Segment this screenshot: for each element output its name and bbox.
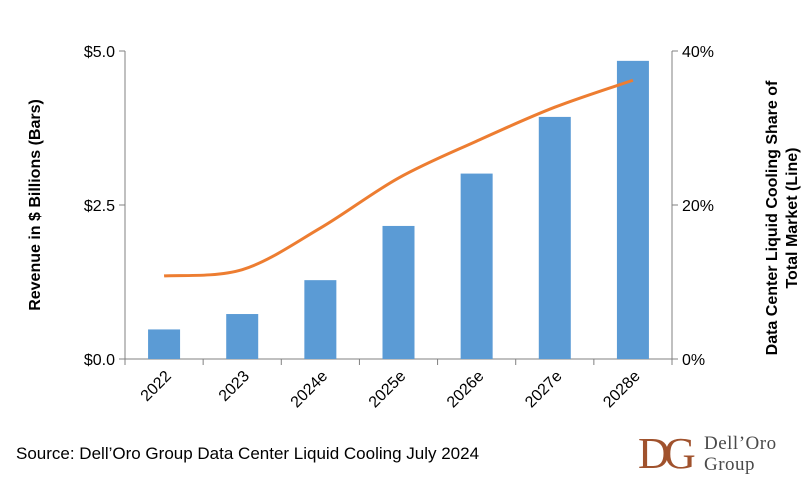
delloro-logo-mark: D G	[638, 429, 696, 478]
bar-2027e	[538, 116, 571, 359]
share-line	[163, 78, 634, 278]
x-tick-label: 2025e	[366, 368, 410, 412]
x-tick-label: 2027e	[522, 368, 566, 412]
x-tick-label: 2028e	[600, 368, 644, 412]
logo-text-line-2: Group	[704, 454, 756, 475]
right-axis-title-line-1: Data Center Liquid Cooling Share of	[764, 80, 781, 355]
bar-2026e	[460, 173, 493, 359]
bar-2023	[226, 314, 259, 359]
x-tick-label: 2024e	[288, 368, 332, 412]
right-tick-label: 20%	[682, 198, 714, 215]
x-tick-label: 2022	[138, 368, 175, 405]
left-axis-title: Revenue in $ Billions (Bars)	[27, 99, 44, 311]
source-note: Source: Dell’Oro Group Data Center Liqui…	[16, 444, 480, 463]
plot-area: $0.0 $2.5 $5.0 0% 20% 40% 2022 2023 2024e 2025e 20…	[84, 44, 714, 411]
bar-2028e	[616, 60, 649, 360]
left-tick-label: $5.0	[84, 44, 115, 61]
left-tick-label: $2.5	[84, 198, 115, 215]
right-tick-label: 40%	[682, 44, 714, 61]
right-axis-title-line-2: Total Market (Line)	[784, 147, 801, 288]
x-tick-label: 2023	[216, 368, 253, 405]
bar-2022	[148, 329, 181, 359]
logo-text-line-1: Dell’Oro	[704, 433, 777, 454]
left-tick-label: $0.0	[84, 352, 115, 369]
delloro-logo: D G Dell’Oro Group	[636, 429, 796, 478]
svg-text:G: G	[664, 430, 696, 474]
bar-2025e	[382, 225, 415, 359]
right-tick-label: 0%	[682, 352, 705, 369]
svg-text:D: D	[638, 430, 670, 474]
bar-2024e	[304, 280, 337, 359]
x-tick-label: 2026e	[444, 368, 488, 412]
